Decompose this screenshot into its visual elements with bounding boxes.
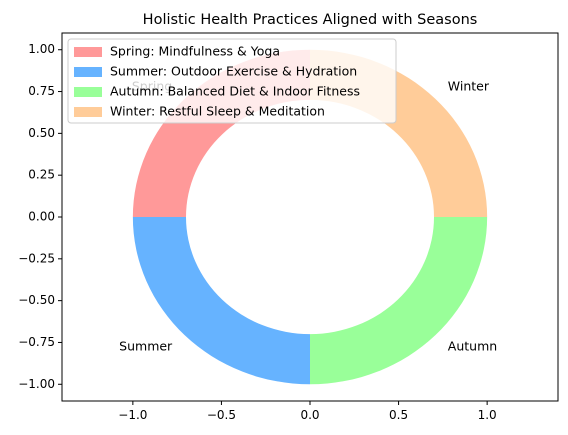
legend-swatch-winter	[74, 107, 102, 117]
legend-swatch-spring	[74, 47, 102, 57]
legend-box	[67, 38, 397, 124]
y-tick-label: −0.25	[18, 251, 55, 265]
donut-slice-summer	[132, 217, 310, 385]
axes: −1.0 −0.5 0.0 0.5 1.0 1.00 0.75 0.50 0.25 0.00 −0.…	[18, 32, 559, 422]
x-tick-label: 1.0	[478, 408, 497, 422]
legend-entry-winter: Winter: Restful Sleep & Meditation	[110, 104, 325, 119]
y-tick-label: −0.50	[18, 293, 55, 307]
legend-entry-summer: Summer: Outdoor Exercise & Hydration	[110, 64, 357, 79]
y-tick-label: 1.00	[28, 42, 55, 56]
x-tick-label: 0.0	[300, 408, 319, 422]
slice-label-summer: Summer	[119, 339, 173, 354]
y-tick-label: 0.00	[28, 210, 55, 224]
y-tick-label: −1.00	[18, 377, 55, 391]
slice-label-autumn: Autumn	[448, 339, 497, 354]
y-tick-label: −0.75	[18, 335, 55, 349]
y-tick-label: 0.50	[28, 126, 55, 140]
slice-label-winter: Winter	[448, 78, 490, 93]
legend-entry-autumn: Autumn: Balanced Diet & Indoor Fitness	[110, 84, 360, 99]
legend-entry-spring: Spring: Mindfulness & Yoga	[110, 44, 280, 59]
chart-title: Holistic Health Practices Aligned with S…	[143, 12, 478, 28]
x-tick-label: −1.0	[118, 408, 147, 422]
legend: Spring: Mindfulness & Yoga Summer: Outdoo…	[67, 38, 397, 124]
y-tick-label: 0.25	[28, 168, 55, 182]
y-tick-label: 0.75	[28, 84, 55, 98]
legend-swatch-summer	[74, 67, 102, 77]
x-tick-label: −0.5	[207, 408, 236, 422]
donut-slice-autumn	[310, 217, 488, 385]
x-tick-label: 0.5	[389, 408, 408, 422]
legend-swatch-autumn	[74, 87, 102, 97]
